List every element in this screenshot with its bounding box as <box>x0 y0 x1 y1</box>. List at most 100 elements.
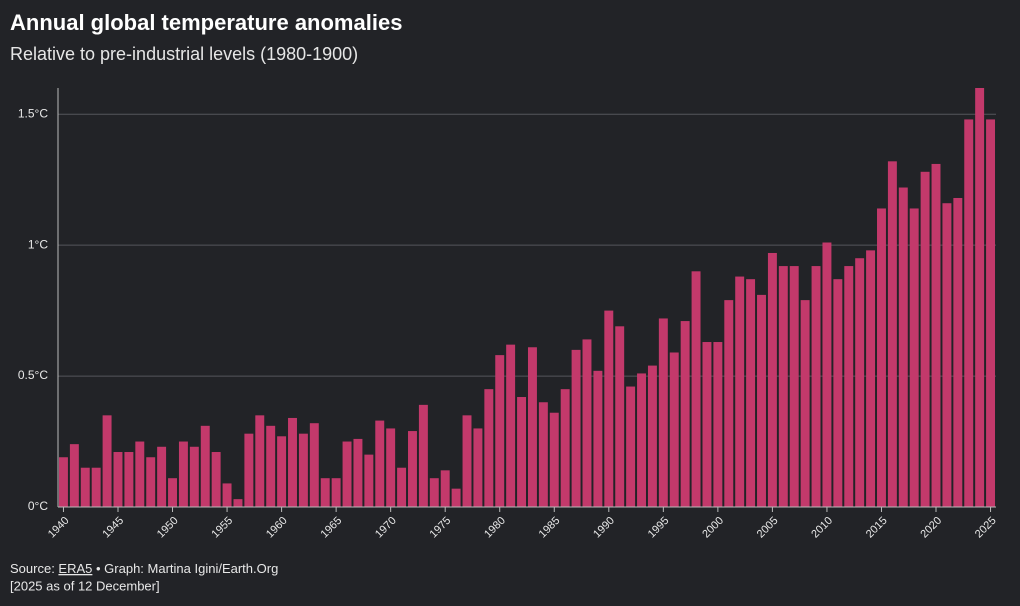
bar <box>484 389 494 507</box>
x-tick-label: 1945 <box>100 515 126 541</box>
x-tick-label: 2025 <box>973 515 999 541</box>
bar <box>178 441 188 507</box>
bar <box>724 300 734 507</box>
bar <box>397 467 407 507</box>
bar <box>669 352 679 507</box>
bar <box>898 187 908 507</box>
x-tick-label: 2000 <box>700 515 726 541</box>
source-suffix: • Graph: Martina Igini/Earth.Org <box>92 561 278 576</box>
bar <box>386 428 396 507</box>
chart-subtitle: Relative to pre-industrial levels (1980-… <box>10 44 358 64</box>
bar <box>495 355 505 507</box>
bar <box>506 344 516 507</box>
bar <box>298 433 308 507</box>
x-tick-label: 2005 <box>755 515 781 541</box>
bar <box>157 446 167 507</box>
bar <box>778 266 788 507</box>
bar <box>124 452 134 507</box>
bar <box>931 163 941 507</box>
x-tick-label: 2010 <box>809 515 835 541</box>
bar <box>69 444 79 507</box>
bar <box>91 467 101 507</box>
x-tick-label: 1970 <box>373 515 399 541</box>
source: Source: ERA5 • Graph: Martina Igini/Eart… <box>10 561 278 576</box>
bar <box>942 203 952 507</box>
bar <box>375 420 385 507</box>
x-tick-label: 1990 <box>591 515 617 541</box>
bar <box>451 488 461 507</box>
bar <box>986 119 996 508</box>
bar <box>135 441 145 507</box>
bar <box>833 279 843 507</box>
x-tick-label: 2020 <box>918 515 944 541</box>
bar <box>746 279 756 507</box>
bar <box>680 321 690 507</box>
source-prefix: Source: <box>10 561 58 576</box>
bar <box>200 425 210 507</box>
bar <box>658 318 668 507</box>
source-link[interactable]: ERA5 <box>58 561 92 576</box>
x-tick-label: 1960 <box>264 515 290 541</box>
bar <box>429 478 439 507</box>
chart-title: Annual global temperature anomalies <box>10 10 402 35</box>
bar <box>735 276 745 507</box>
y-tick-label: 1.5°C <box>18 106 48 120</box>
bar <box>844 266 854 507</box>
x-tick-label: 1980 <box>482 515 508 541</box>
bar <box>975 88 985 507</box>
y-tick-label: 0.5°C <box>18 368 48 382</box>
bar <box>408 431 417 507</box>
bar <box>887 161 897 507</box>
bar <box>691 271 701 507</box>
bar <box>309 423 319 507</box>
x-tick-label: 1940 <box>46 515 72 541</box>
bar <box>702 342 712 507</box>
bar <box>527 347 537 507</box>
bar <box>560 389 570 507</box>
bar <box>364 454 374 507</box>
bar <box>855 258 865 507</box>
bar <box>233 499 243 507</box>
bar <box>615 326 625 507</box>
bar <box>342 441 352 507</box>
bar <box>517 397 527 507</box>
bar <box>189 446 199 507</box>
y-tick-label: 0°C <box>28 499 48 513</box>
bar <box>789 266 799 507</box>
bar <box>822 242 832 507</box>
bar <box>320 478 330 507</box>
bar <box>811 266 821 507</box>
bar <box>353 438 363 507</box>
bar <box>571 349 581 507</box>
x-tick-label: 1950 <box>155 515 181 541</box>
bar <box>266 425 276 507</box>
bar <box>255 415 265 507</box>
bar <box>713 342 723 507</box>
bar <box>462 415 472 507</box>
note: [2025 as of 12 December] <box>10 578 160 593</box>
bar <box>920 171 930 508</box>
bar <box>767 252 777 507</box>
bar <box>964 119 974 508</box>
x-tick-label: 1975 <box>428 515 454 541</box>
bar <box>277 436 287 507</box>
bar <box>909 208 919 507</box>
y-tick-label: 1°C <box>28 237 48 251</box>
bar <box>757 294 766 507</box>
bar <box>244 433 254 507</box>
bar <box>538 402 548 507</box>
x-tick-label: 2015 <box>864 515 890 541</box>
bar <box>800 300 810 507</box>
bar <box>58 457 68 507</box>
bar <box>473 428 483 507</box>
bar <box>440 470 450 507</box>
bar <box>593 370 603 507</box>
x-tick-label: 1955 <box>209 515 235 541</box>
x-tick-label: 1965 <box>319 515 345 541</box>
bar <box>102 415 112 507</box>
bar <box>331 478 341 507</box>
bar <box>866 250 876 508</box>
bar <box>604 310 614 507</box>
x-tick-label: 1995 <box>646 515 672 541</box>
